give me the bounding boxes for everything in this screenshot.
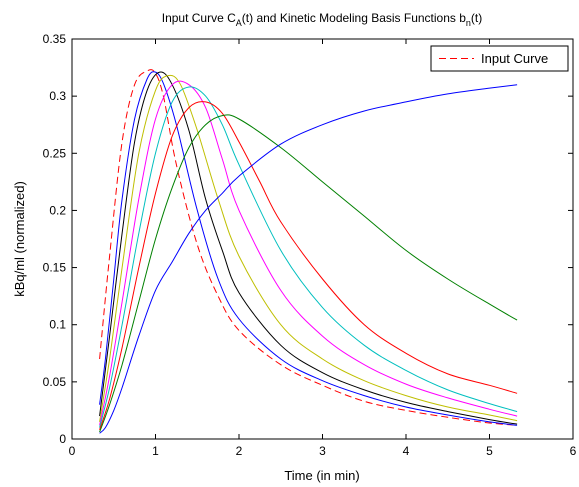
series-layer	[99, 69, 518, 434]
basis-function-line-5	[99, 86, 518, 428]
chart-title-sub-a: A	[236, 18, 242, 28]
x-tick-label: 2	[236, 444, 243, 458]
x-tick-label: 4	[403, 444, 410, 458]
chart-title-sub-n: n	[466, 18, 471, 28]
y-tick-label: 0.35	[43, 32, 67, 46]
chart-title-suffix: (t)	[471, 11, 482, 25]
x-tick-label: 5	[486, 444, 493, 458]
y-axis-label: kBq/ml (normalized)	[12, 181, 27, 297]
x-tick-label: 6	[570, 444, 577, 458]
basis-function-line-1	[99, 71, 518, 426]
basis-function-line-3	[99, 74, 518, 422]
x-tick-label: 1	[152, 444, 159, 458]
legend-entry-label: Input Curve	[481, 51, 548, 66]
x-tick-label: 0	[69, 444, 76, 458]
y-tick-label: 0.3	[49, 89, 66, 103]
basis-function-line-2	[99, 71, 518, 425]
input-curve-line	[99, 69, 518, 426]
y-tick-label: 0.05	[43, 375, 67, 389]
basis-function-line-8	[99, 84, 518, 434]
x-axis-label: Time (in min)	[284, 468, 359, 483]
y-tick-label: 0.15	[43, 261, 67, 275]
basis-function-line-7	[99, 114, 518, 433]
basis-function-line-4	[99, 80, 518, 426]
basis-function-line-6	[99, 101, 518, 431]
y-tick-label: 0.2	[49, 203, 66, 217]
chart-title-middle: (t) and Kinetic Modeling Basis Functions…	[242, 11, 466, 25]
y-tick-label: 0	[59, 432, 66, 446]
chart-title-prefix: Input Curve C	[162, 11, 236, 25]
chart-title: Input Curve CA(t) and Kinetic Modeling B…	[162, 11, 483, 28]
plot-area: 0 1 2 3 4 5 6 0 0.05 0.1 0.15 0.2 0.25 0.3 0.35 Input …	[43, 32, 577, 458]
y-tick-label: 0.25	[43, 146, 67, 160]
axes-frame	[71, 38, 574, 440]
x-tick-label: 3	[319, 444, 326, 458]
y-tick-label: 0.1	[49, 318, 66, 332]
axis-ticks: 0 1 2 3 4 5 6 0 0.05 0.1 0.15 0.2 0.25 0.3 0.35	[43, 32, 577, 458]
legend: Input Curve	[430, 45, 569, 72]
